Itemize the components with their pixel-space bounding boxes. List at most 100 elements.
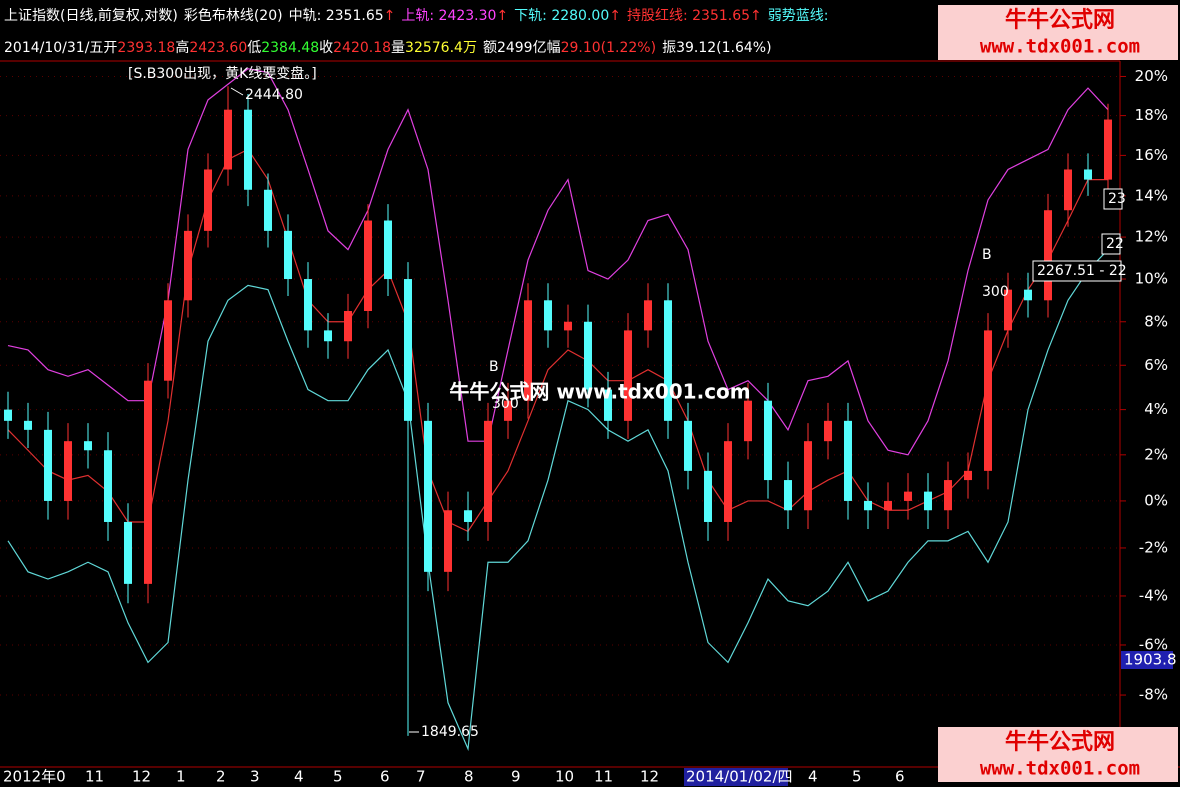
header-item: ↑: [609, 8, 621, 24]
candle-body: [884, 500, 892, 511]
annotation: 1849.65: [421, 724, 479, 740]
candle-body: [264, 189, 272, 231]
candle-body: [404, 279, 412, 421]
header-item: 彩色布林线(20): [184, 7, 283, 24]
candle-body: [904, 491, 912, 501]
annotation: [S.B300出现，黄K线要变盘。]: [128, 65, 317, 82]
header-item: 2423.60: [189, 40, 247, 56]
y-tick-label: 20%: [1135, 67, 1168, 85]
y-tick-label: 16%: [1135, 146, 1168, 164]
candle-body: [344, 311, 352, 342]
candle-body: [924, 491, 932, 511]
header-item: 29.10(1.22%): [561, 40, 656, 56]
candle-body: [124, 521, 132, 584]
annotation: 2444.80: [245, 87, 303, 103]
candle-body: [644, 300, 652, 331]
candle-body: [224, 109, 232, 170]
candle-body: [4, 409, 12, 421]
candle-body: [164, 300, 172, 381]
header-item: 2384.48: [261, 40, 319, 56]
y-tick-label: -8%: [1139, 686, 1168, 704]
x-tick-label: 9: [511, 768, 521, 786]
candle-body: [64, 441, 72, 501]
y-tick-label: 4%: [1144, 400, 1168, 418]
candle-body: [824, 420, 832, 442]
candle-body: [964, 470, 972, 481]
price-label-box: [1101, 233, 1121, 255]
header-line-2: 2014/10/31/五开2393.18高2423.60低2384.48收242…: [4, 39, 772, 56]
signal: 300: [492, 396, 519, 412]
header-item: 幅: [547, 40, 561, 56]
candle-body: [1084, 169, 1092, 180]
candle-body: [324, 330, 332, 342]
header-item: 上证指数(日线,前复权,对数): [4, 7, 178, 24]
y-tick-label: 0%: [1144, 491, 1168, 509]
header-item: ↑: [496, 8, 508, 24]
candle-body: [204, 169, 212, 231]
header-item: 量: [391, 40, 405, 56]
candle-body: [544, 300, 552, 331]
candle-body: [844, 420, 852, 501]
annotation: 23: [1108, 191, 1126, 207]
header-item: 高: [175, 39, 189, 56]
y-tick-label: 8%: [1144, 312, 1168, 330]
candle-body: [1064, 169, 1072, 211]
header-item: 中轨: 2351.65: [289, 8, 384, 24]
candle-body: [864, 500, 872, 511]
candle-body: [1044, 210, 1052, 301]
candle-body: [44, 429, 52, 501]
candle-body: [764, 400, 772, 481]
candle-body: [724, 441, 732, 522]
last-price-box: [1121, 651, 1173, 669]
x-tick-label: 4: [294, 768, 304, 786]
header-item: 收: [319, 40, 333, 56]
signal: 300: [982, 284, 1009, 300]
y-tick-label: -2%: [1139, 538, 1168, 556]
candle-body: [244, 109, 252, 190]
candle-body: [384, 220, 392, 280]
y-tick-label: 2%: [1144, 445, 1168, 463]
candle-body: [444, 510, 452, 572]
cursor-date-box: [684, 768, 788, 786]
x-tick-label: 5: [333, 768, 343, 786]
header-item: ↑: [384, 8, 396, 24]
candle-body: [944, 480, 952, 511]
candle-body: [1004, 289, 1012, 331]
candle-body: [484, 420, 492, 522]
candle-body: [84, 441, 92, 451]
price-label-box: [1103, 188, 1123, 210]
band-line: [7, 68, 1109, 456]
y-tick-label: -4%: [1139, 586, 1168, 604]
candle-body: [664, 300, 672, 421]
header-line-1: 上证指数(日线,前复权,对数) 彩色布林线(20) 中轨: 2351.65↑ 上轨: …: [4, 7, 828, 24]
logo-url: www.tdx001.com: [980, 758, 1140, 780]
x-tick-label: 6: [895, 768, 905, 786]
candle-body: [364, 220, 372, 312]
candle-body: [604, 389, 612, 421]
header-item: 弱势蓝线:: [768, 8, 829, 24]
candle-body: [424, 420, 432, 572]
header-item: 持股红线: 2351.65: [627, 8, 750, 24]
candle-body: [304, 279, 312, 331]
candle-body: [984, 330, 992, 471]
logo-box: [938, 5, 1178, 60]
header-item: 2014/10/31/五: [4, 40, 103, 56]
x-tick-label: 12: [640, 768, 659, 786]
logo-box: [938, 727, 1178, 782]
header-item: 额2499亿: [483, 40, 547, 56]
header-item: 低: [247, 40, 261, 56]
header-item: 下轨: 2280.00: [514, 8, 609, 24]
candle-body: [564, 321, 572, 331]
candle-body: [624, 330, 632, 421]
candle-body: [1024, 289, 1032, 301]
candle-body: [184, 230, 192, 301]
pointer: [230, 87, 244, 96]
x-tick-label: 4: [808, 768, 818, 786]
candle-body: [464, 510, 472, 522]
y-tick-label: 12%: [1135, 228, 1168, 246]
x-tick-label: 8: [464, 768, 474, 786]
candle-body: [704, 470, 712, 522]
x-tick-label: 12: [132, 768, 151, 786]
logo-name: 牛牛公式网: [1005, 7, 1115, 33]
